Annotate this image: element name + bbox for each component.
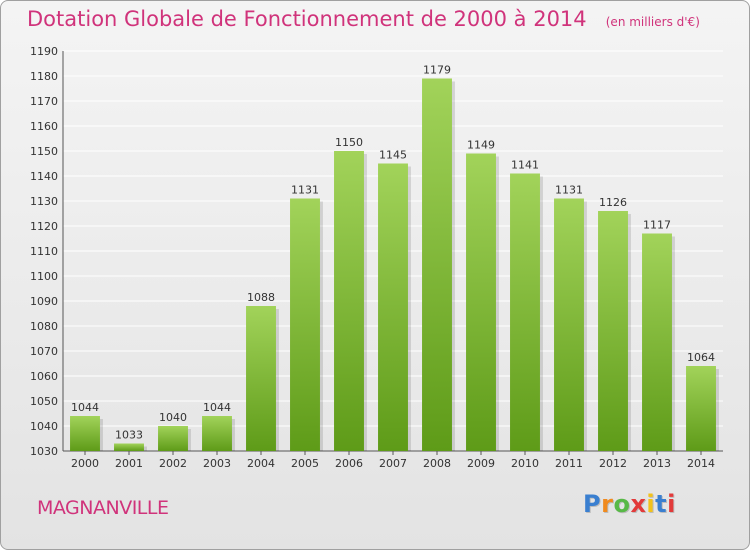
data-label: 1141: [511, 159, 539, 172]
x-tick-label: 2002: [159, 457, 187, 470]
y-tick-label: 1140: [30, 170, 58, 183]
logo-letter: P: [583, 490, 602, 518]
bar: [202, 416, 232, 451]
data-label: 1131: [555, 184, 583, 197]
logo-letter: x: [630, 490, 647, 518]
data-label: 1033: [115, 429, 143, 442]
y-tick-label: 1120: [30, 220, 58, 233]
bar: [378, 163, 408, 451]
bar: [598, 211, 628, 451]
x-tick-label: 2007: [379, 457, 407, 470]
data-label: 1044: [203, 401, 231, 414]
y-tick-label: 1180: [30, 70, 58, 83]
commune-name: MAGNANVILLE: [37, 497, 169, 519]
logo-letter: r: [601, 490, 614, 518]
bar: [290, 198, 320, 451]
y-tick-label: 1050: [30, 395, 58, 408]
logo-letter: t: [655, 490, 668, 518]
bar: [686, 366, 716, 451]
y-tick-label: 1060: [30, 370, 58, 383]
bar: [510, 173, 540, 451]
data-label: 1150: [335, 136, 363, 149]
data-label: 1179: [423, 64, 451, 77]
bar: [114, 443, 144, 451]
logo-letter: o: [613, 490, 631, 518]
data-label: 1040: [159, 411, 187, 424]
y-tick-label: 1190: [30, 45, 58, 58]
data-label: 1044: [71, 401, 99, 414]
proxiti-logo: Proxiti: [583, 490, 676, 518]
y-tick-label: 1080: [30, 320, 58, 333]
chart-unit-note: (en milliers d'€): [605, 15, 700, 29]
bar: [70, 416, 100, 451]
x-tick-label: 2008: [423, 457, 451, 470]
x-tick-label: 2014: [687, 457, 715, 470]
y-tick-label: 1130: [30, 195, 58, 208]
data-label: 1126: [599, 196, 627, 209]
data-label: 1088: [247, 291, 275, 304]
x-tick-label: 2012: [599, 457, 627, 470]
data-label: 1131: [291, 184, 319, 197]
bar: [422, 78, 452, 451]
y-tick-label: 1150: [30, 145, 58, 158]
y-tick-label: 1090: [30, 295, 58, 308]
bar: [158, 426, 188, 451]
y-tick-label: 1170: [30, 95, 58, 108]
bar: [642, 233, 672, 451]
x-tick-label: 2006: [335, 457, 363, 470]
bar: [554, 198, 584, 451]
logo-letter: i: [667, 490, 676, 518]
x-tick-label: 2010: [511, 457, 539, 470]
data-label: 1149: [467, 139, 495, 152]
x-tick-label: 2003: [203, 457, 231, 470]
bar: [466, 153, 496, 451]
x-tick-label: 2001: [115, 457, 143, 470]
bar: [334, 151, 364, 451]
y-tick-label: 1160: [30, 120, 58, 133]
data-label: 1145: [379, 149, 407, 162]
data-label: 1064: [687, 351, 715, 364]
x-tick-label: 2004: [247, 457, 275, 470]
chart-title-row: Dotation Globale de Fonctionnement de 20…: [27, 7, 700, 31]
y-tick-label: 1110: [30, 245, 58, 258]
chart-title: Dotation Globale de Fonctionnement de 20…: [27, 7, 587, 31]
bar: [246, 306, 276, 451]
y-tick-label: 1040: [30, 420, 58, 433]
x-tick-label: 2009: [467, 457, 495, 470]
y-tick-label: 1030: [30, 445, 58, 458]
logo-letter: i: [646, 490, 656, 518]
data-label: 1117: [643, 219, 671, 232]
x-tick-label: 2011: [555, 457, 583, 470]
y-tick-label: 1070: [30, 345, 58, 358]
y-tick-label: 1100: [30, 270, 58, 283]
x-tick-label: 2000: [71, 457, 99, 470]
x-tick-label: 2013: [643, 457, 671, 470]
x-tick-label: 2005: [291, 457, 319, 470]
